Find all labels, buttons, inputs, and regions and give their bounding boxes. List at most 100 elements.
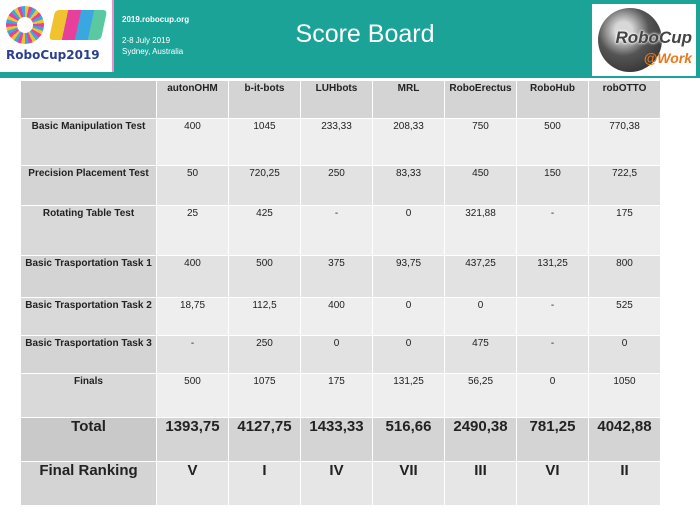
score-cell: 1045 (228, 118, 301, 166)
event-dates: 2-8 July 2019 (122, 36, 171, 45)
total-cell: 4042,88 (588, 417, 661, 462)
page-title: Score Board (295, 20, 435, 48)
score-cell: 250 (300, 165, 373, 206)
score-cell: 175 (300, 373, 373, 418)
total-cell: 1433,33 (300, 417, 373, 462)
score-cell: 250 (228, 335, 301, 374)
score-cell: 800 (588, 255, 661, 298)
robocup-work-logo: RoboCup @Work (592, 4, 696, 76)
score-cell: 0 (588, 335, 661, 374)
score-cell: 500 (156, 373, 229, 418)
table-header-row: autonOHM b-it-bots LUHbots MRL RoboErectus Ro… (20, 80, 661, 119)
score-cell: 175 (588, 205, 661, 256)
table-corner-cell (20, 80, 157, 119)
kangaroo-icon (48, 10, 108, 40)
total-cell: 1393,75 (156, 417, 229, 462)
score-cell: 131,25 (372, 373, 445, 418)
team-header: MRL (372, 80, 445, 119)
score-cell: 400 (156, 118, 229, 166)
ranking-cell: III (444, 461, 517, 506)
score-cell: 1050 (588, 373, 661, 418)
score-cell: 525 (588, 297, 661, 336)
score-cell: - (516, 205, 589, 256)
score-cell: - (516, 297, 589, 336)
score-cell: 112,5 (228, 297, 301, 336)
row-label: Basic Trasportation Task 1 (20, 255, 157, 298)
score-cell: 25 (156, 205, 229, 256)
score-cell: 150 (516, 165, 589, 206)
score-cell: 425 (228, 205, 301, 256)
table-row: Precision Placement Test 50 720,25 250 83,33… (20, 165, 661, 206)
team-header: RoboErectus (444, 80, 517, 119)
score-cell: - (156, 335, 229, 374)
score-cell: 437,25 (444, 255, 517, 298)
ranking-cell: I (228, 461, 301, 506)
total-cell: 516,66 (372, 417, 445, 462)
total-cell: 781,25 (516, 417, 589, 462)
table-row: Basic Trasportation Task 1 400 500 375 93,75… (20, 255, 661, 298)
work-logo-sub: @Work (643, 50, 692, 66)
team-header: robOTTO (588, 80, 661, 119)
work-logo-brand: RoboCup (615, 28, 692, 47)
score-cell: - (300, 205, 373, 256)
table-row: Basic Manipulation Test 400 1045 233,33 208,… (20, 118, 661, 166)
score-cell: 770,38 (588, 118, 661, 166)
score-cell: 450 (444, 165, 517, 206)
table-row: Basic Trasportation Task 3-250 0 0 475-0 (20, 335, 661, 374)
score-cell: 18,75 (156, 297, 229, 336)
row-label: Basic Manipulation Test (20, 118, 157, 166)
score-cell: 0 (516, 373, 589, 418)
table-row: Finals 500 1075 175 131,25 56,25 0 1050 (20, 373, 661, 418)
score-cell: 50 (156, 165, 229, 206)
row-label: Finals (20, 373, 157, 418)
ranking-cell: V (156, 461, 229, 506)
team-header: autonOHM (156, 80, 229, 119)
score-cell: 0 (444, 297, 517, 336)
ranking-cell: VII (372, 461, 445, 506)
event-url: 2019.robocup.org (122, 15, 190, 24)
score-cell: 400 (156, 255, 229, 298)
total-label: Total (20, 417, 157, 462)
table-row: Basic Trasportation Task 2 18,75 112,5 400 0… (20, 297, 661, 336)
score-table: autonOHM b-it-bots LUHbots MRL RoboErectus Ro… (20, 80, 661, 506)
header-bar: RoboCup2019 2019.robocup.org 2-8 July 20… (0, 0, 700, 78)
ranking-cell: II (588, 461, 661, 506)
row-label: Precision Placement Test (20, 165, 157, 206)
score-cell: 321,88 (444, 205, 517, 256)
row-label: Rotating Table Test (20, 205, 157, 256)
score-cell: 400 (300, 297, 373, 336)
robocup2019-logo: RoboCup2019 (0, 0, 114, 72)
team-header: RoboHub (516, 80, 589, 119)
row-label: Basic Trasportation Task 2 (20, 297, 157, 336)
team-header: b-it-bots (228, 80, 301, 119)
team-header: LUHbots (300, 80, 373, 119)
score-cell: 500 (516, 118, 589, 166)
score-cell: 233,33 (300, 118, 373, 166)
score-cell: 0 (372, 205, 445, 256)
score-cell: 375 (300, 255, 373, 298)
row-label: Basic Trasportation Task 3 (20, 335, 157, 374)
score-cell: 0 (300, 335, 373, 374)
score-cell: 475 (444, 335, 517, 374)
event-info: 2019.robocup.org 2-8 July 2019 Sydney, A… (122, 14, 232, 57)
total-cell: 4127,75 (228, 417, 301, 462)
score-cell: 56,25 (444, 373, 517, 418)
table-row: Rotating Table Test 25 425-0 321,88-175 (20, 205, 661, 256)
total-cell: 2490,38 (444, 417, 517, 462)
score-cell: 0 (372, 297, 445, 336)
ranking-cell: VI (516, 461, 589, 506)
score-cell: 1075 (228, 373, 301, 418)
score-cell: 208,33 (372, 118, 445, 166)
score-cell: - (516, 335, 589, 374)
ranking-cell: IV (300, 461, 373, 506)
ranking-row: Final Ranking V I IV VII III VI II (20, 461, 661, 506)
score-cell: 83,33 (372, 165, 445, 206)
score-cell: 0 (372, 335, 445, 374)
soccer-ball-icon (598, 8, 662, 72)
score-cell: 131,25 (516, 255, 589, 298)
score-cell: 720,25 (228, 165, 301, 206)
score-cell: 93,75 (372, 255, 445, 298)
total-row: Total 1393,75 4127,75 1433,33 516,66 2490,38 7… (20, 417, 661, 462)
score-cell: 722,5 (588, 165, 661, 206)
event-location: Sydney, Australia (122, 47, 184, 56)
